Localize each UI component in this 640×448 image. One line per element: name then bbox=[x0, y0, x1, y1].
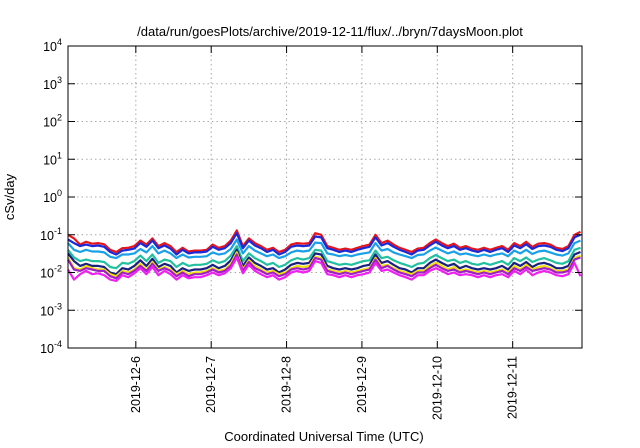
x-tick-labels: 2019-12-6 2019-12-7 2019-12-8 2019-12-9 2019… bbox=[129, 356, 520, 420]
x-tick-label: 2019-12-7 bbox=[204, 356, 218, 413]
y-tick-label: 103 bbox=[43, 75, 62, 92]
series-layer bbox=[67, 229, 582, 282]
tick-layer bbox=[68, 45, 582, 349]
x-tick-label: 2019-12-6 bbox=[129, 356, 143, 413]
y-tick-label: 104 bbox=[43, 37, 62, 54]
y-tick-label: 10-1 bbox=[40, 226, 62, 243]
series-line bbox=[67, 229, 581, 254]
y-tick-label: 10-3 bbox=[40, 301, 62, 318]
y-tick-label: 100 bbox=[43, 188, 62, 205]
y-tick-label: 10-2 bbox=[40, 264, 62, 281]
chart-title: /data/run/goesPlots/archive/2019-12-11/f… bbox=[137, 24, 523, 39]
series-line bbox=[67, 238, 581, 260]
x-tick-label: 2019-12-8 bbox=[280, 356, 294, 413]
y-tick-label: 101 bbox=[43, 150, 62, 167]
series-line bbox=[67, 245, 581, 270]
series-line bbox=[67, 253, 581, 280]
x-axis-label: Coordinated Universal Time (UTC) bbox=[224, 429, 423, 444]
y-tick-labels: 104 103 102 101 100 10-1 10-2 10-3 10-4 bbox=[40, 37, 62, 356]
grid-layer bbox=[68, 46, 582, 348]
y-axis-label: cSv/day bbox=[2, 173, 17, 220]
x-tick-label: 2019-12-10 bbox=[430, 356, 444, 420]
x-tick-label: 2019-12-9 bbox=[355, 356, 369, 413]
series-line bbox=[67, 248, 581, 276]
series-line bbox=[67, 232, 581, 256]
y-tick-label: 10-4 bbox=[40, 339, 62, 356]
y-tick-label: 102 bbox=[43, 113, 62, 130]
x-tick-label: 2019-12-11 bbox=[506, 356, 520, 419]
series-line bbox=[67, 256, 582, 282]
